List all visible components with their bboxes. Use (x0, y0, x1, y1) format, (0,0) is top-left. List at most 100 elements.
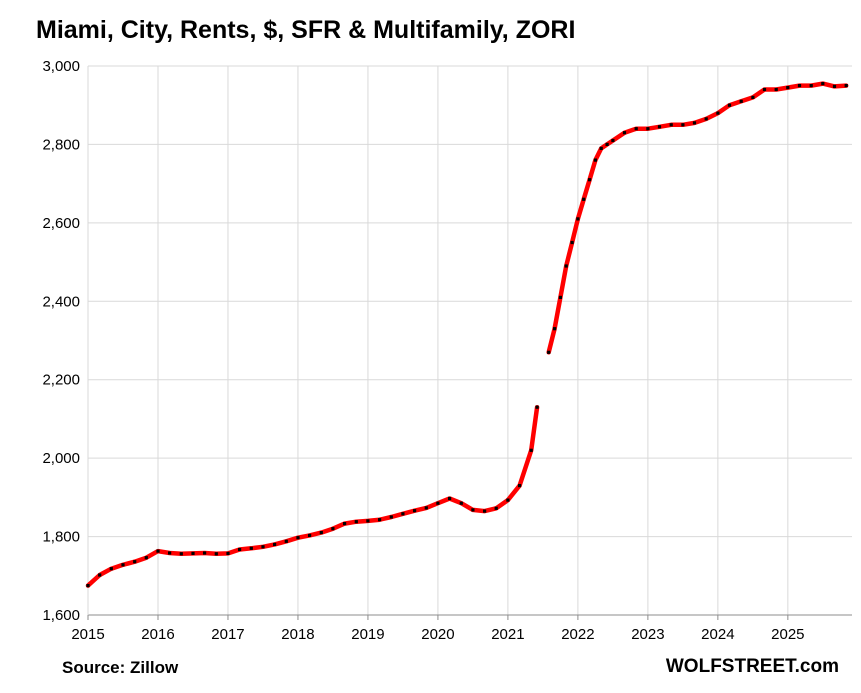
data-point (844, 84, 848, 88)
x-tick-label: 2022 (561, 626, 594, 643)
data-point (611, 138, 615, 143)
source-note: Source: Zillow (62, 658, 179, 677)
data-point (401, 512, 405, 516)
data-point (727, 103, 732, 107)
data-point (669, 123, 673, 127)
data-point (273, 542, 277, 546)
data-point (354, 520, 358, 524)
data-point (459, 501, 463, 505)
data-point (413, 509, 417, 513)
y-axis-ticks: 1,600 1,800 2,000 2,200 2,400 2,600 2,800 3,000 (42, 58, 80, 624)
data-point (144, 556, 148, 560)
x-tick-label: 2023 (631, 626, 664, 643)
data-point (448, 496, 452, 501)
data-point (319, 531, 323, 535)
data-point (98, 573, 102, 577)
x-tick-label: 2017 (211, 626, 244, 643)
x-tick-label: 2024 (701, 626, 734, 643)
y-tick-label: 1,800 (42, 529, 80, 546)
data-point (109, 567, 113, 571)
data-point (547, 350, 551, 354)
data-point (471, 508, 475, 512)
chart-title: Miami, City, Rents, $, SFR & Multifamily… (36, 16, 576, 44)
y-tick-label: 2,800 (42, 136, 80, 153)
data-point (483, 509, 487, 513)
x-tick-label: 2025 (771, 626, 804, 643)
series-line-segment-2 (546, 81, 849, 355)
data-point (436, 501, 440, 505)
data-point (821, 82, 825, 86)
data-point (133, 560, 137, 564)
data-point (214, 552, 218, 556)
data-point (558, 295, 562, 299)
data-point (797, 84, 802, 88)
data-point (284, 539, 288, 543)
data-point (786, 86, 790, 90)
x-tick-label: 2016 (141, 626, 174, 643)
axes (87, 66, 852, 620)
x-tick-label: 2021 (491, 626, 524, 643)
data-point (657, 125, 662, 129)
data-point (582, 197, 586, 201)
data-point (203, 551, 207, 555)
data-point (494, 506, 498, 510)
data-point (599, 146, 603, 150)
data-point (593, 158, 597, 162)
series-rent (85, 81, 849, 588)
data-point (424, 506, 428, 510)
data-point (681, 123, 685, 127)
data-point (506, 498, 510, 502)
x-tick-label: 2020 (421, 626, 454, 643)
data-point (634, 127, 638, 131)
data-point (553, 327, 557, 331)
data-point (576, 217, 580, 221)
y-tick-label: 2,000 (42, 450, 80, 467)
x-tick-label: 2018 (281, 626, 314, 643)
data-point (366, 519, 370, 523)
data-point (249, 546, 253, 550)
x-tick-label: 2019 (351, 626, 384, 643)
data-point (179, 552, 183, 556)
data-point (692, 121, 697, 125)
data-point (716, 111, 720, 115)
data-point (308, 533, 312, 537)
data-point (261, 545, 265, 549)
data-point (646, 127, 650, 131)
y-tick-label: 2,600 (42, 215, 80, 232)
y-tick-label: 2,400 (42, 293, 80, 310)
data-point (529, 448, 533, 452)
data-point (518, 484, 522, 488)
data-point (751, 95, 755, 99)
data-point (739, 99, 743, 103)
data-point (704, 117, 708, 121)
data-point (389, 515, 393, 519)
y-tick-label: 1,600 (42, 607, 80, 624)
data-point (622, 131, 627, 135)
data-point (168, 551, 172, 555)
brand-note: WOLFSTREET.com (665, 656, 839, 677)
data-point (762, 87, 767, 92)
data-point (588, 178, 592, 182)
gridlines (87, 65, 852, 616)
data-point (296, 536, 300, 540)
data-point (570, 240, 574, 245)
data-point (832, 84, 837, 88)
data-point (343, 522, 347, 526)
data-point (191, 551, 195, 555)
y-tick-label: 2,200 (42, 372, 80, 389)
data-point (535, 405, 539, 409)
data-point (331, 527, 335, 531)
data-point (238, 547, 242, 552)
data-point (809, 84, 813, 88)
data-point (156, 549, 160, 553)
y-tick-label: 3,000 (42, 58, 80, 75)
x-axis-ticks: 2015 2016 2017 2018 2019 2020 2021 2022 2023 2024… (71, 626, 804, 643)
data-point (774, 87, 778, 92)
data-point (378, 518, 382, 522)
data-point (564, 264, 568, 268)
data-point (226, 551, 230, 555)
data-point (605, 142, 609, 146)
x-tick-label: 2015 (71, 626, 104, 643)
data-point (86, 584, 90, 588)
